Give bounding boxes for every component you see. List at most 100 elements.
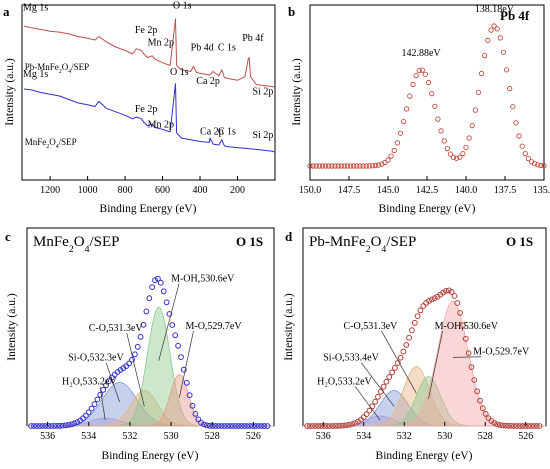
y-axis-label-a: Intensity (a.u.) <box>4 58 16 126</box>
peak-annotation-mn-1: Fe 2p <box>135 104 158 115</box>
data-point <box>28 423 35 429</box>
label-arrow-0 <box>99 386 106 421</box>
component-label-0: H₂O,533.2eV <box>62 376 117 387</box>
x-axis-label-b: Binding Energy (eV) <box>379 203 476 215</box>
data-point <box>94 396 101 403</box>
data-point <box>307 423 313 429</box>
data-point <box>304 423 311 429</box>
x-tick-label: 526 <box>246 431 261 442</box>
sample-label-c: MnFe2O4/SEP <box>33 234 119 255</box>
data-point <box>106 378 112 385</box>
data-point <box>126 360 133 367</box>
peak-label-b-1: 138.18eV <box>475 4 515 15</box>
x-tick-b-label: 140.0 <box>455 185 478 196</box>
data-point-b <box>375 162 382 168</box>
data-point-b <box>507 86 513 92</box>
data-point-b <box>503 67 510 73</box>
data-point <box>448 289 455 295</box>
data-point <box>146 295 153 302</box>
x-tick-label: 530 <box>164 431 179 442</box>
label-arrow-4 <box>452 356 482 358</box>
data-point-b <box>457 154 463 160</box>
data-point <box>241 423 248 429</box>
x-axis-label-d: Binding Energy (eV) <box>376 450 473 462</box>
x-tick-label: 526 <box>518 431 533 442</box>
data-point-b <box>450 154 457 160</box>
data-point <box>31 423 37 429</box>
data-point <box>369 403 376 410</box>
data-point-b <box>332 163 338 169</box>
data-point <box>335 423 342 429</box>
plot-frame-b <box>309 4 545 181</box>
data-point <box>502 422 509 429</box>
data-point <box>160 288 167 295</box>
label-arrow-3 <box>428 330 443 399</box>
x-ticks-c: 536 534 532 530 528 526 <box>40 422 261 442</box>
data-point <box>232 423 239 429</box>
data-point <box>508 423 515 429</box>
x-tick-label: 528 <box>478 431 493 442</box>
data-point-b <box>500 49 506 55</box>
data-point <box>39 423 46 429</box>
data-point <box>152 277 158 284</box>
label-arrow-3 <box>158 283 180 361</box>
data-point-b <box>354 163 360 169</box>
data-point <box>137 334 144 340</box>
data-point <box>505 422 512 429</box>
data-point <box>324 423 330 429</box>
data-point <box>247 423 254 429</box>
data-point-b <box>416 68 422 74</box>
data-point <box>103 382 109 389</box>
data-point <box>380 383 387 390</box>
series-lines-a <box>23 18 276 153</box>
data-point <box>420 303 427 309</box>
data-point <box>428 296 435 303</box>
data-point-b <box>322 163 329 169</box>
data-point-b <box>307 163 313 169</box>
data-point <box>392 365 398 371</box>
x-tick-label: 532 <box>397 431 412 442</box>
data-point <box>411 319 418 326</box>
component-label-1: Si-O,532.3eV <box>68 353 124 364</box>
data-point <box>178 354 184 361</box>
data-point <box>34 423 40 429</box>
peak-annotation-pb-0: Mg 1s <box>23 2 48 13</box>
data-point <box>479 405 486 412</box>
data-point-b <box>488 27 494 33</box>
data-point <box>383 378 390 385</box>
data-point <box>166 311 173 317</box>
chart-title-b: Pb 4f <box>500 8 530 23</box>
data-point <box>215 423 222 429</box>
y-axis-label-b: Intensity (a.u.) <box>291 58 303 126</box>
sample-label-pb: Pb-MnFe2O4/SEP <box>25 62 89 75</box>
data-point <box>71 420 78 427</box>
data-point <box>389 369 396 376</box>
data-point <box>169 322 176 328</box>
data-point-b <box>313 163 319 169</box>
data-point <box>403 342 410 348</box>
data-point <box>238 423 245 429</box>
data-point <box>360 414 367 421</box>
data-point <box>212 423 219 429</box>
sample-label-d: Pb-MnFe2O4/SEP <box>309 234 416 255</box>
data-point <box>258 423 265 429</box>
panel-label-d: d <box>285 229 293 244</box>
component-label-3: M-OH,530.6eV <box>171 273 235 284</box>
data-point-b <box>319 163 326 169</box>
data-point-b <box>466 135 472 141</box>
data-point-b <box>407 93 413 99</box>
data-point <box>48 423 55 429</box>
data-point <box>255 423 262 429</box>
x-tick-label: 528 <box>205 431 220 442</box>
data-point <box>204 422 210 429</box>
component-label-0: H₂O,533.2eV <box>317 376 372 387</box>
x-ticks-b: 150.0 147.5 145.0 142.5 140.0 137.5 135.0 <box>299 176 550 196</box>
data-point <box>315 423 322 429</box>
data-point-b <box>310 163 316 169</box>
data-point <box>51 423 58 429</box>
label-arrow-0 <box>354 386 381 421</box>
data-point <box>494 421 500 428</box>
data-point <box>346 421 353 428</box>
component-labels-d: H₂O,533.2eV Si-O,533.4eV C-O,531.3eV M-OH,5… <box>317 321 530 421</box>
peak-annotation-pb-8: Si 2p <box>253 86 274 97</box>
